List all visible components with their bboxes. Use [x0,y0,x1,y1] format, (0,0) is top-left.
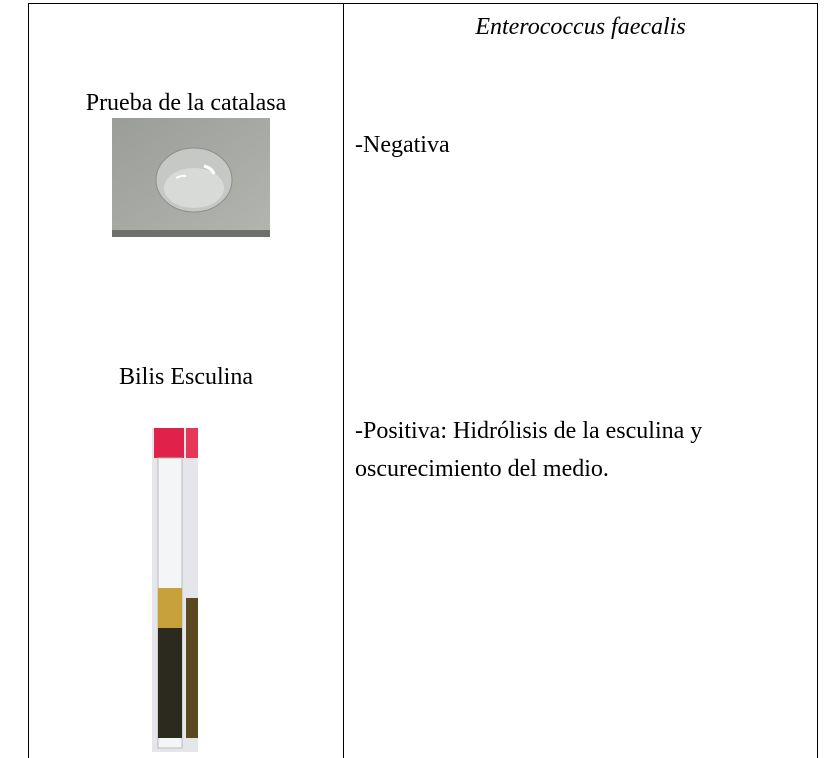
table-border [28,3,818,4]
catalase-photo [112,118,270,237]
table-border [817,3,818,758]
table-border [28,3,29,758]
test-result: -Positiva: Hidrólisis de la esculina y o… [355,418,703,482]
test-name: Prueba de la catalasa [85,90,287,116]
table-border [343,3,344,758]
test-result: -Negativa [355,132,450,158]
esculin-tube-photo [152,428,198,752]
test-name: Bilis Esculina [119,364,253,390]
organism-header: Enterococcus faecalis [475,14,686,40]
